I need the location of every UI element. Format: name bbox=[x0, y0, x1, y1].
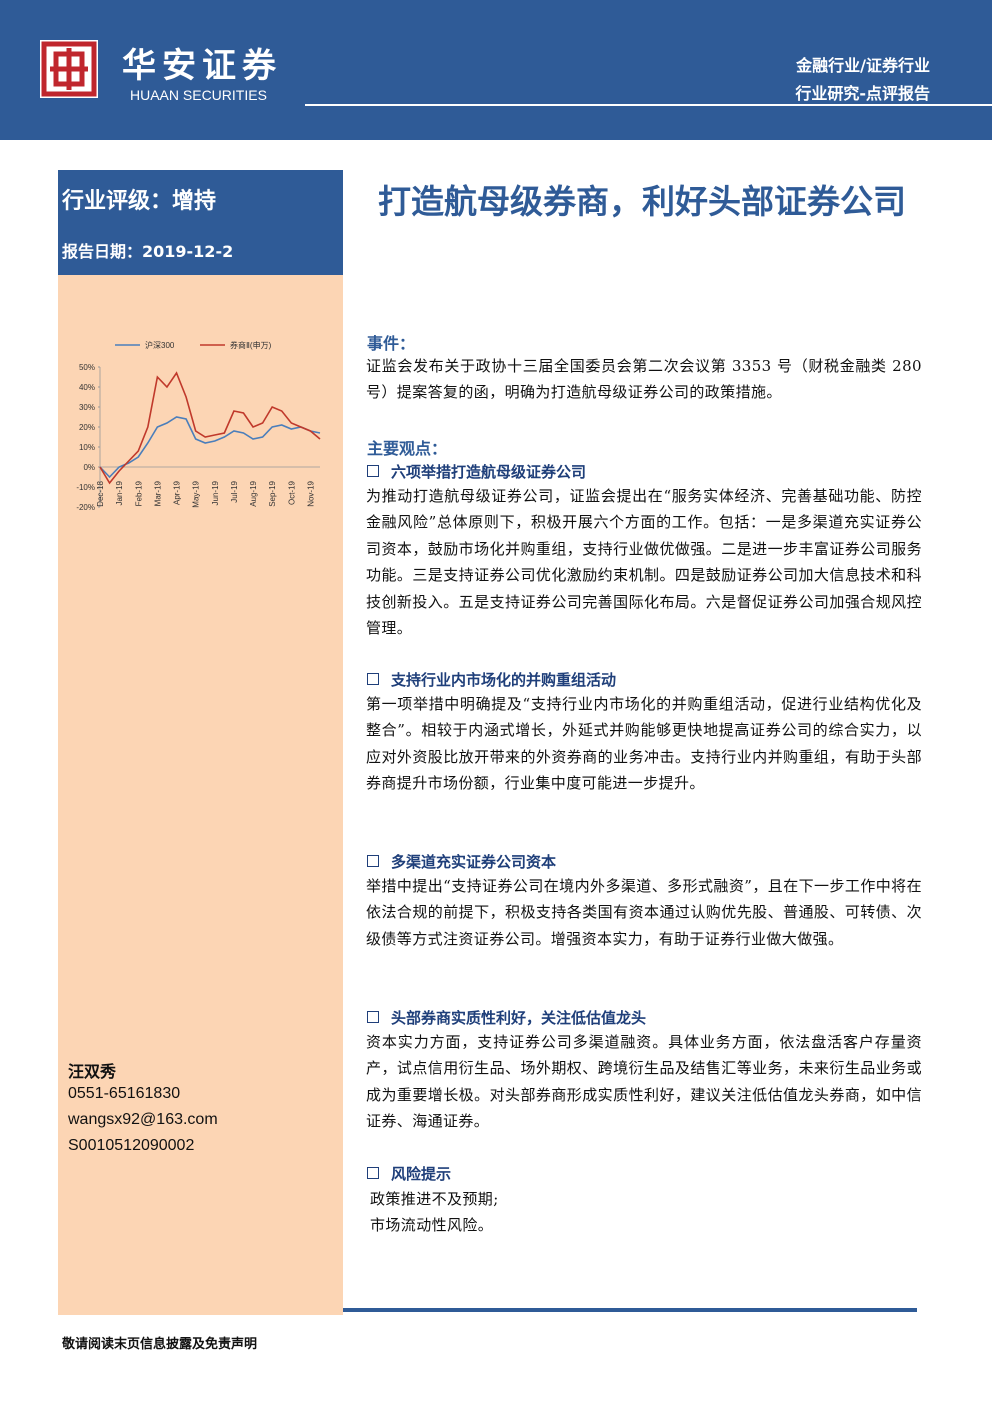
rating: 行业评级：增持 bbox=[62, 188, 217, 214]
header-band bbox=[0, 0, 992, 140]
y-tick-label: -20% bbox=[76, 503, 95, 512]
x-tick-label: Sep-19 bbox=[268, 480, 277, 506]
checkbox-icon bbox=[367, 465, 379, 477]
footer: 敬请阅读末页信息披露及免责声明 bbox=[62, 1337, 258, 1352]
point-body: 举措中提出“支持证券公司在境内外多渠道、多形式融资”，且在下一步工作中将在依法合… bbox=[366, 877, 922, 948]
x-tick-label: Jun-19 bbox=[211, 480, 220, 505]
author-phone: 0551-65161830 bbox=[68, 1085, 181, 1102]
footer-rule bbox=[343, 1308, 917, 1312]
x-tick-label: Dec-18 bbox=[96, 480, 105, 506]
checkbox-icon bbox=[367, 673, 379, 685]
series-line bbox=[99, 416, 321, 479]
y-tick-label: 50% bbox=[79, 363, 95, 372]
risk-line: 市场流动性风险。 bbox=[370, 1216, 494, 1234]
point-heading-text: 六项举措打造航母级证券公司 bbox=[391, 463, 587, 481]
point-body: 资本实力方面，支持证券公司多渠道融资。具体业务方面，依法盘活客户存量资产，试点信… bbox=[366, 1033, 922, 1131]
risk-heading-text: 风险提示 bbox=[391, 1165, 452, 1183]
author-license: S0010512090002 bbox=[68, 1137, 195, 1154]
x-tick-label: May-19 bbox=[192, 480, 201, 507]
point-heading: 六项举措打造航母级证券公司 bbox=[367, 461, 586, 482]
point-body: 第一项举措中明确提及“支持行业内市场化的并购重组活动，促进行业结构优化及整合”。… bbox=[366, 695, 922, 793]
sidebar-top bbox=[58, 170, 343, 275]
point-body: 为推动打造航母级证券公司，证监会提出在“服务实体经济、完善基础功能、防控金融风险… bbox=[366, 487, 922, 638]
risk-heading: 风险提示 bbox=[367, 1163, 451, 1184]
logo-en: HUAAN SECURITIES bbox=[130, 87, 267, 103]
y-tick-label: 20% bbox=[79, 423, 95, 432]
point-heading-text: 头部券商实质性利好，关注低估值龙头 bbox=[391, 1009, 647, 1027]
y-tick-label: 10% bbox=[79, 443, 95, 452]
y-tick-label: 30% bbox=[79, 403, 95, 412]
checkbox-icon bbox=[367, 1167, 379, 1179]
logo-icon bbox=[40, 40, 98, 98]
point-heading: 多渠道充实证券公司资本 bbox=[367, 851, 556, 872]
checkbox-icon bbox=[367, 1011, 379, 1023]
y-tick-label: 0% bbox=[83, 463, 95, 472]
point-heading: 支持行业内市场化的并购重组活动 bbox=[367, 669, 616, 690]
legend-label: 券商Ⅱ(申万) bbox=[230, 340, 272, 350]
header-rule bbox=[305, 104, 992, 106]
author-email: wangsx92@163.com bbox=[68, 1111, 218, 1128]
point-heading-text: 支持行业内市场化的并购重组活动 bbox=[391, 671, 617, 689]
y-tick-label: -10% bbox=[76, 483, 95, 492]
point-heading: 头部券商实质性利好，关注低估值龙头 bbox=[367, 1007, 646, 1028]
industry: 金融行业/证券行业 bbox=[796, 56, 930, 75]
series-line bbox=[99, 371, 321, 485]
x-tick-label: Mar-19 bbox=[153, 480, 162, 506]
event-heading: 事件： bbox=[367, 334, 416, 353]
x-tick-label: Nov-19 bbox=[306, 480, 315, 506]
report-type: 行业研究-点评报告 bbox=[795, 84, 930, 103]
x-tick-label: Jul-19 bbox=[230, 480, 239, 502]
report-title: 打造航母级券商，利好头部证券公司 bbox=[378, 182, 906, 221]
x-tick-label: Jan-19 bbox=[115, 480, 124, 505]
sidebar bbox=[58, 275, 343, 1315]
x-tick-label: Oct-19 bbox=[287, 480, 296, 505]
main-heading: 主要观点： bbox=[367, 439, 448, 458]
x-tick-label: Feb-19 bbox=[134, 480, 143, 506]
risk-line: 政策推进不及预期; bbox=[370, 1190, 499, 1208]
event-body: 证监会发布关于政协十三届全国委员会第二次会议第 3353 号（财税金融类 280… bbox=[366, 357, 922, 402]
author-name: 汪双秀 bbox=[68, 1062, 117, 1081]
legend-label: 沪深300 bbox=[145, 340, 175, 350]
y-tick-label: 40% bbox=[79, 383, 95, 392]
logo-cn: 华安证券 bbox=[122, 46, 282, 86]
chart: -20% -10% 0% 10% 20% 30% 40% 50% Dec-18 Jan-19 Feb… bbox=[76, 340, 321, 512]
x-tick-label: Apr-19 bbox=[173, 480, 182, 505]
point-heading-text: 多渠道充实证券公司资本 bbox=[391, 853, 557, 871]
checkbox-icon bbox=[367, 855, 379, 867]
x-tick-label: Aug-19 bbox=[249, 480, 258, 506]
report-date: 报告日期：2019-12-2 bbox=[62, 242, 234, 261]
